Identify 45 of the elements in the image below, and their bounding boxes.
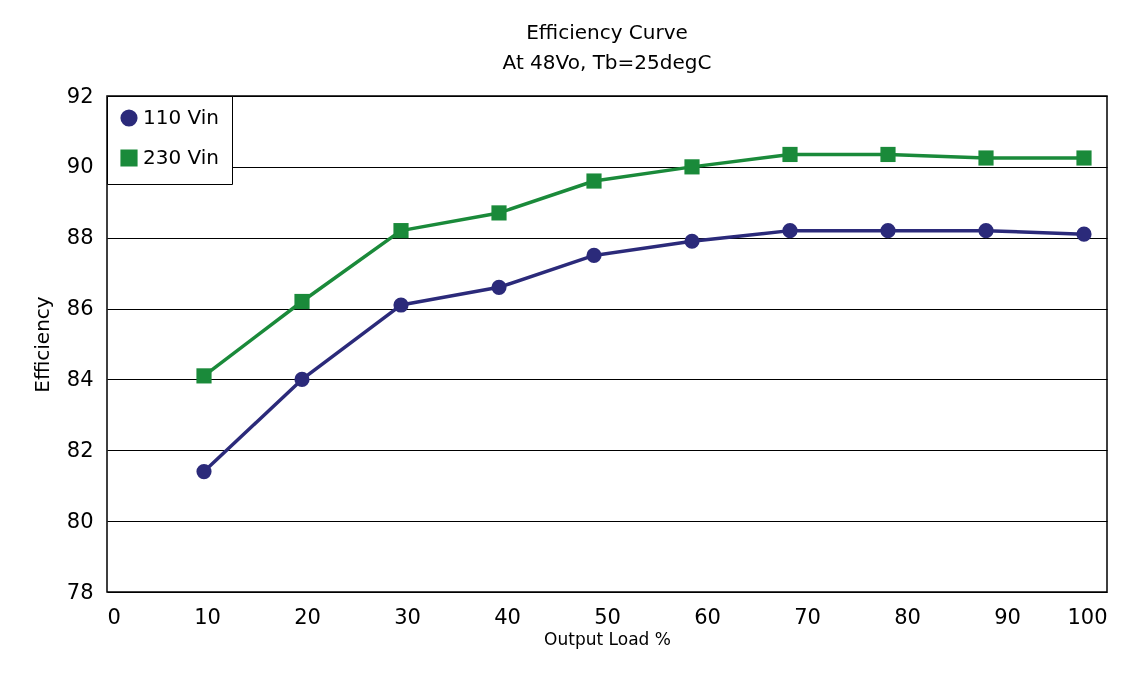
point (880, 223, 896, 239)
point (978, 223, 994, 239)
point (782, 146, 798, 163)
point (491, 279, 507, 295)
y-tick-label: 78 (66, 579, 94, 604)
point (393, 297, 409, 313)
x-tick-label: 90 (994, 604, 1021, 629)
y-tick-label: 90 (66, 154, 94, 179)
point (684, 159, 700, 175)
y-tick-label: 88 (66, 225, 94, 250)
x-tick-label: 30 (394, 604, 421, 629)
y-tick-label: 80 (66, 508, 94, 533)
x-tick-label: 70 (794, 604, 821, 629)
x-tick-label: 100 (1067, 604, 1108, 629)
point (196, 368, 212, 384)
x-tick-label: 20 (294, 604, 321, 629)
x-tick-label: 0 (107, 604, 121, 629)
chart-subtitle: At 48Vo, Tb=25degC (502, 50, 712, 74)
x-tick-label: 60 (694, 604, 721, 629)
point (782, 223, 798, 239)
point (880, 146, 896, 163)
x-tick-label: 50 (594, 604, 621, 629)
point (294, 293, 310, 310)
point (196, 463, 212, 480)
point (586, 247, 602, 263)
x-tick-label: 80 (894, 604, 921, 629)
y-tick-label: 82 (66, 437, 94, 462)
point (393, 223, 409, 239)
legend-label: 230 Vin (143, 145, 220, 169)
x-axis-title: Output Load % (544, 628, 671, 649)
legend-label: 110 Vin (143, 105, 220, 129)
x-tick-label: 40 (494, 604, 521, 629)
point (294, 371, 310, 387)
point (586, 173, 602, 189)
point (978, 150, 994, 166)
chart-title: Efficiency Curve (526, 20, 688, 44)
x-tick-label: 10 (194, 604, 221, 629)
point (1076, 150, 1092, 166)
point (684, 233, 700, 249)
y-tick-label: 84 (66, 366, 94, 391)
y-tick-label: 92 (66, 83, 94, 108)
point (491, 205, 507, 221)
y-tick-label: 86 (66, 296, 94, 321)
point (1076, 226, 1092, 242)
y-axis-title: Efficiency (29, 296, 54, 393)
